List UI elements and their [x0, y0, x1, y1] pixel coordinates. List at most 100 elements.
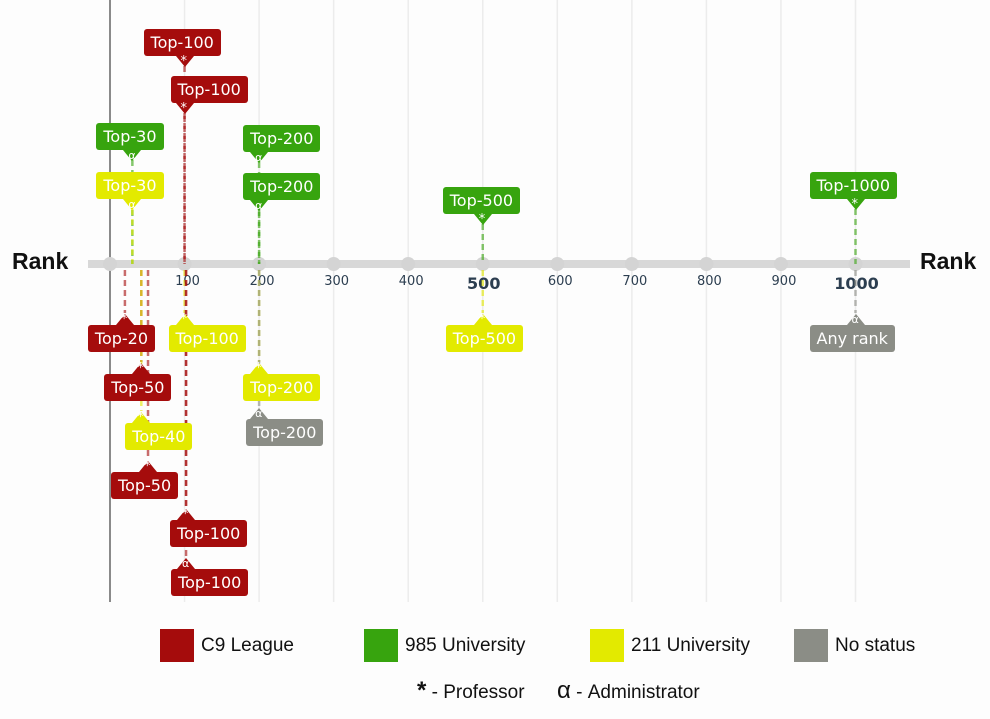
tick-label: 400: [399, 274, 424, 289]
marker-tag-c9: Top-100 α: [171, 558, 249, 596]
pointer-icon: [250, 152, 269, 163]
marker-tag-985: Top-200 α: [243, 173, 321, 211]
tick-label: 800: [697, 274, 722, 289]
asterisk-icon: *: [137, 361, 144, 376]
axis-label-right: Rank: [920, 248, 977, 274]
marker-label: Top-30: [103, 127, 157, 146]
marker-tag-none: Any rank α: [809, 314, 895, 352]
marker-label: Top-100: [177, 524, 241, 543]
marker-tag-c9: Top-50 *: [104, 362, 172, 401]
marker-label: Top-200: [250, 177, 314, 196]
pointer-icon: [846, 314, 865, 325]
tick-label: 900: [772, 274, 797, 289]
pointer-icon: [123, 150, 142, 161]
legend-label: C9 League: [201, 634, 294, 656]
alpha-icon: α: [182, 557, 190, 570]
legend-professor: * - Professor: [417, 677, 525, 705]
marker-label: Top-1000: [816, 176, 891, 195]
tick-label: 100: [175, 274, 200, 289]
marker-tag-none: Top-200 α: [246, 408, 324, 446]
pointer-icon: [250, 408, 269, 419]
marker-tag-c9: Top-50 *: [111, 460, 179, 499]
pointer-icon: [139, 461, 158, 472]
pointer-icon: [473, 314, 492, 325]
legend-admin-label: - Administrator: [576, 682, 700, 703]
marker-label: Top-100: [150, 33, 214, 52]
marker-label: Top-30: [103, 176, 157, 195]
legend-item-none: No status: [794, 629, 915, 662]
tick-label: 200: [250, 274, 275, 289]
marker-label: Top-500: [452, 329, 517, 348]
pointer-icon: [115, 314, 134, 325]
pointer-icon: [123, 199, 142, 210]
marker-label: Top-50: [118, 476, 172, 495]
legend-administrator: α - Administrator: [557, 677, 700, 705]
asterisk-icon: *: [478, 212, 486, 227]
pointer-icon: [175, 56, 194, 67]
asterisk-icon: *: [182, 507, 189, 522]
pointer-icon: [250, 363, 269, 374]
alpha-icon: α: [557, 677, 571, 704]
legend-item-985: 985 University: [364, 629, 525, 662]
marker-tag-211: Top-40 *: [125, 411, 193, 450]
pointer-icon: [473, 214, 492, 225]
legend-swatch: [590, 629, 624, 662]
pointer-icon: [175, 314, 194, 325]
marker-label: Top-100: [175, 329, 239, 348]
pointer-icon: [846, 199, 865, 210]
asterisk-icon: *: [417, 677, 427, 704]
axis-dot: [773, 257, 788, 271]
marker-tag-985: Top-1000 *: [809, 172, 897, 211]
legend-swatch: [160, 629, 194, 662]
marker-label: Top-200: [250, 129, 314, 148]
tick-label: 600: [548, 274, 573, 289]
legend-professor-label: - Professor: [431, 682, 525, 703]
asterisk-icon: *: [137, 410, 144, 425]
marker-label: Top-500: [449, 191, 514, 210]
tick-label: 300: [324, 274, 349, 289]
marker-tag-985: Top-500 *: [442, 187, 521, 226]
marker-label: Any rank: [816, 329, 888, 348]
asterisk-icon: *: [851, 197, 859, 212]
asterisk-icon: *: [255, 361, 262, 376]
alpha-icon: α: [255, 407, 263, 420]
marker-tag-985: Top-200 α: [243, 125, 321, 163]
legend-swatch: [364, 629, 398, 662]
alpha-icon: α: [128, 149, 136, 162]
marker-tag-211: Top-500 *: [445, 313, 524, 352]
marker-label: Top-200: [253, 423, 317, 442]
legend-label: 985 University: [405, 634, 526, 656]
pointer-icon: [250, 200, 269, 211]
axis-dot: [624, 257, 639, 271]
axis-dot: [699, 257, 714, 271]
marker-label: Top-20: [94, 329, 149, 348]
axis-dot: [401, 257, 416, 271]
marker-label: Top-100: [178, 573, 242, 592]
axis-label-left: Rank: [12, 248, 69, 274]
asterisk-icon: *: [180, 54, 188, 69]
legend-item-211: 211 University: [590, 629, 750, 662]
pointer-icon: [175, 103, 194, 114]
marker-label: Top-200: [250, 378, 314, 397]
marker-tag-211: Top-200 *: [243, 362, 321, 401]
marker-label: Top-100: [177, 80, 241, 99]
alpha-icon: α: [255, 199, 263, 212]
marker-tag-985: Top-30 α: [96, 123, 164, 161]
legend-item-c9: C9 League: [160, 629, 294, 662]
axis-dot: [475, 257, 490, 271]
marker-tag-211: Top-100 *: [168, 313, 246, 352]
axis-dot: [550, 257, 565, 271]
alpha-icon: α: [255, 151, 263, 164]
pointer-icon: [132, 412, 151, 423]
asterisk-icon: *: [120, 312, 128, 327]
alpha-icon: α: [128, 198, 136, 211]
marker-label: Top-40: [132, 427, 186, 446]
marker-tag-c9: Top-100 *: [143, 29, 221, 68]
asterisk-icon: *: [478, 312, 486, 327]
axis-dot: [103, 257, 117, 271]
legend-label: 211 University: [631, 634, 750, 656]
asterisk-icon: *: [180, 312, 188, 327]
axis-dot: [326, 257, 341, 271]
